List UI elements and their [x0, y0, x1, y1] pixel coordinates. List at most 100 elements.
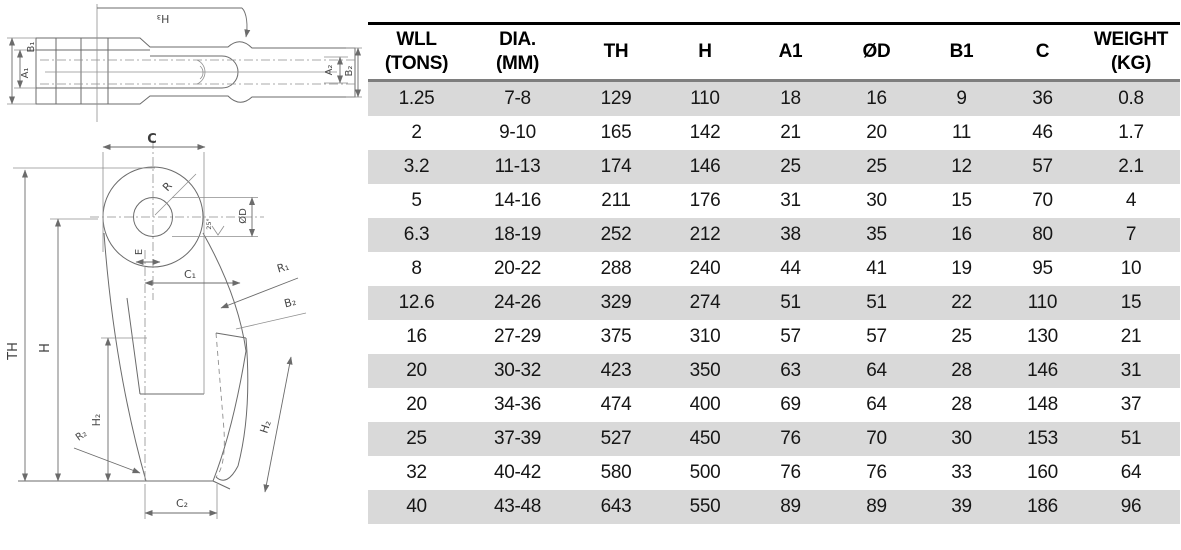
table-row: 2 9-10 165 142 21 20 11 46 1.7: [368, 116, 1180, 150]
spec-table-container: WLL (TONS) DIA. (MM) TH H A1 ØD B1 C WEIGH…: [368, 22, 1180, 524]
table-cell: 41: [866, 258, 887, 279]
table-cell: 148: [1027, 394, 1058, 415]
table-cell: 40-42: [493, 462, 542, 483]
table-cell: 5: [411, 190, 422, 211]
table-cell: 25: [406, 428, 427, 449]
table-cell: 30-32: [493, 360, 542, 381]
dim-label-a1: A₁: [20, 68, 31, 79]
table-cell: 64: [866, 360, 887, 381]
spec-table: WLL (TONS) DIA. (MM) TH H A1 ØD B1 C WEIGH…: [368, 22, 1180, 524]
table-row: 8 20-22 288 240 44 41 19 95 10: [368, 252, 1180, 286]
table-cell: 129: [600, 88, 632, 109]
table-cell: 15: [1120, 292, 1142, 313]
dim-label-r2: R₂: [74, 428, 89, 443]
table-cell: 20: [406, 394, 427, 415]
table-cell: 474: [600, 394, 632, 415]
table-cell: 10: [1120, 258, 1142, 279]
table-cell: 11: [951, 122, 972, 143]
dim-label-h2-wedge: H₂: [258, 419, 274, 435]
dim-label-r: R: [160, 179, 175, 194]
table-cell: 20: [866, 122, 887, 143]
table-cell: 643: [600, 496, 632, 517]
table-row: 32 40-42 580 500 76 76 33 160 64: [368, 456, 1180, 490]
table-cell: 15: [951, 190, 972, 211]
table-cell: 14-16: [493, 190, 542, 211]
table-cell: 11-13: [494, 156, 541, 177]
table-cell: 44: [780, 258, 801, 279]
table-cell: 0.8: [1118, 88, 1144, 109]
column-header-th: TH: [570, 22, 662, 82]
table-cell: 4: [1125, 190, 1137, 211]
table-cell: 89: [780, 496, 801, 517]
table-cell: 32: [406, 462, 427, 483]
table-cell: 57: [780, 326, 801, 347]
table-cell: 76: [866, 462, 887, 483]
table-cell: 7-8: [504, 88, 531, 109]
table-cell: 16: [866, 88, 887, 109]
table-cell: 18-19: [493, 224, 542, 245]
table-row: 6.3 18-19 252 212 38 35 16 80 7: [368, 218, 1180, 252]
table-cell: 21: [780, 122, 801, 143]
table-cell: 146: [1027, 360, 1058, 381]
table-cell: 43-48: [493, 496, 542, 517]
table-cell: 9-10: [499, 122, 536, 143]
table-cell: 69: [780, 394, 801, 415]
table-cell: 36: [1032, 88, 1053, 109]
table-cell: 25: [866, 156, 887, 177]
table-row: 5 14-16 211 176 31 30 15 70 4: [368, 184, 1180, 218]
table-cell: 450: [689, 428, 721, 449]
table-cell: 30: [866, 190, 887, 211]
table-cell: 310: [689, 326, 721, 347]
table-cell: 51: [866, 292, 887, 313]
dim-label-h2-body: H₂: [90, 414, 103, 427]
table-cell: 2: [411, 122, 422, 143]
table-cell: 130: [1027, 326, 1058, 347]
table-cell: 76: [780, 428, 801, 449]
column-header-c: C: [1003, 22, 1082, 82]
table-cell: 18: [780, 88, 801, 109]
table-cell: 500: [689, 462, 721, 483]
table-cell: 3.2: [403, 156, 430, 177]
dim-label-h: H: [38, 343, 53, 353]
table-cell: 527: [600, 428, 632, 449]
dim-label-r1: R₁: [275, 260, 290, 276]
technical-drawing: H₃ B₁ A₁ A₂ B₂ C R ØD 25°: [0, 0, 362, 550]
table-cell: 63: [780, 360, 801, 381]
table-row: 3.2 11-13 174 146 25 25 12 57 2.1: [368, 150, 1180, 184]
table-cell: 39: [951, 496, 972, 517]
table-cell: 9: [956, 88, 967, 109]
top-view-outline: [35, 37, 356, 105]
table-cell: 174: [600, 156, 632, 177]
table-cell: 89: [866, 496, 887, 517]
table-cell: 16: [951, 224, 972, 245]
dim-label-th: TH: [6, 342, 21, 361]
table-cell: 12: [951, 156, 972, 177]
table-row: 20 30-32 423 350 63 64 28 146 31: [368, 354, 1180, 388]
table-cell: 57: [866, 326, 887, 347]
table-cell: 211: [601, 190, 631, 211]
table-cell: 375: [600, 326, 632, 347]
dim-label-c2: C₂: [176, 497, 188, 510]
table-cell: 33: [951, 462, 972, 483]
table-cell: 142: [689, 122, 721, 143]
column-header-a1: A1: [748, 22, 833, 82]
table-cell: 51: [780, 292, 801, 313]
table-cell: 288: [600, 258, 632, 279]
spec-table-body: 1.25 7-8 129 110 18 16 9 36 0.8 2 9-10 165 142 21 20 11…: [368, 80, 1180, 524]
table-cell: 46: [1032, 122, 1053, 143]
table-cell: 19: [951, 258, 972, 279]
table-cell: 31: [1120, 360, 1142, 381]
table-cell: 40: [406, 496, 427, 517]
side-view-dimensions: C R ØD 25° TH H H₂ R₂ E C₁ R₁ B₂ H₂ C₂: [6, 132, 307, 519]
dim-label-b1: B₁: [26, 42, 37, 53]
table-row: 12.6 24-26 329 274 51 51 22 110 15: [368, 286, 1180, 320]
table-cell: 28: [951, 360, 972, 381]
table-cell: 37: [1120, 394, 1142, 415]
table-cell: 16: [406, 326, 427, 347]
table-cell: 176: [689, 190, 721, 211]
table-cell: 96: [1120, 496, 1142, 517]
table-cell: 12.6: [398, 292, 435, 313]
table-cell: 110: [1027, 292, 1058, 313]
table-cell: 34-36: [493, 394, 542, 415]
table-cell: 20-22: [493, 258, 542, 279]
